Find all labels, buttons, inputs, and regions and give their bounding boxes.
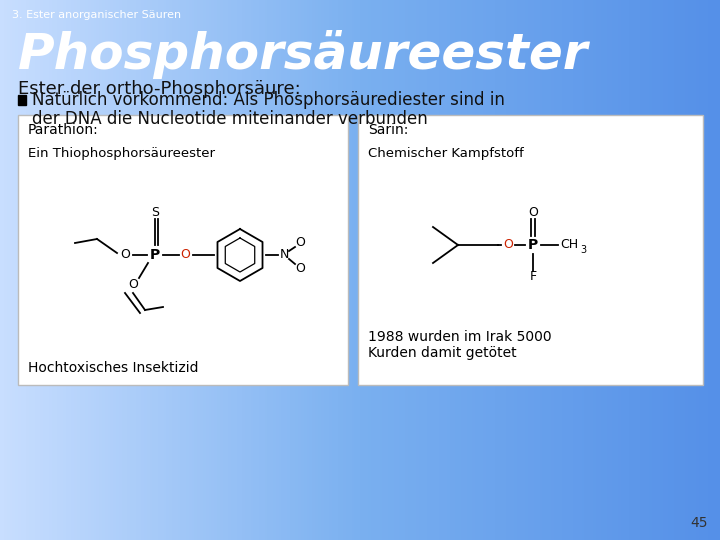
Text: 1988 wurden im Irak 5000
Kurden damit getötet: 1988 wurden im Irak 5000 Kurden damit ge… [368, 330, 552, 360]
Text: O: O [128, 279, 138, 292]
Bar [18, 95, 26, 105]
Text: O: O [503, 239, 513, 252]
Text: Chemischer Kampfstoff: Chemischer Kampfstoff [368, 147, 523, 160]
Text: O: O [180, 248, 190, 261]
FancyBboxPatch shape [18, 115, 348, 385]
Text: Ein Thiophosphorsäureester: Ein Thiophosphorsäureester [28, 147, 215, 160]
Text: Ester der ortho-Phosphorsäure:: Ester der ortho-Phosphorsäure: [18, 80, 301, 98]
Text: Sarin:: Sarin: [368, 123, 408, 137]
Text: O: O [120, 248, 130, 261]
Text: O: O [528, 206, 538, 219]
Text: S: S [151, 206, 159, 219]
Text: F: F [529, 271, 536, 284]
Text: CH: CH [560, 239, 578, 252]
Text: 3. Ester anorganischer Säuren: 3. Ester anorganischer Säuren [12, 10, 181, 20]
Text: O: O [295, 262, 305, 275]
Text: P: P [150, 248, 160, 262]
Text: 3: 3 [580, 245, 586, 255]
Text: Parathion:: Parathion: [28, 123, 99, 137]
Text: P: P [528, 238, 538, 252]
Text: Phosphorsäureester: Phosphorsäureester [18, 30, 588, 79]
Text: Natürlich vorkommend: Als Phosphorsäurediester sind in: Natürlich vorkommend: Als Phosphorsäured… [32, 91, 505, 109]
Text: O: O [295, 235, 305, 248]
Text: N: N [279, 248, 289, 261]
Text: Hochtoxisches Insektizid: Hochtoxisches Insektizid [28, 361, 199, 375]
Text: 45: 45 [690, 516, 708, 530]
FancyBboxPatch shape [358, 115, 703, 385]
Text: der DNA die Nucleotide miteinander verbunden: der DNA die Nucleotide miteinander verbu… [32, 110, 428, 128]
